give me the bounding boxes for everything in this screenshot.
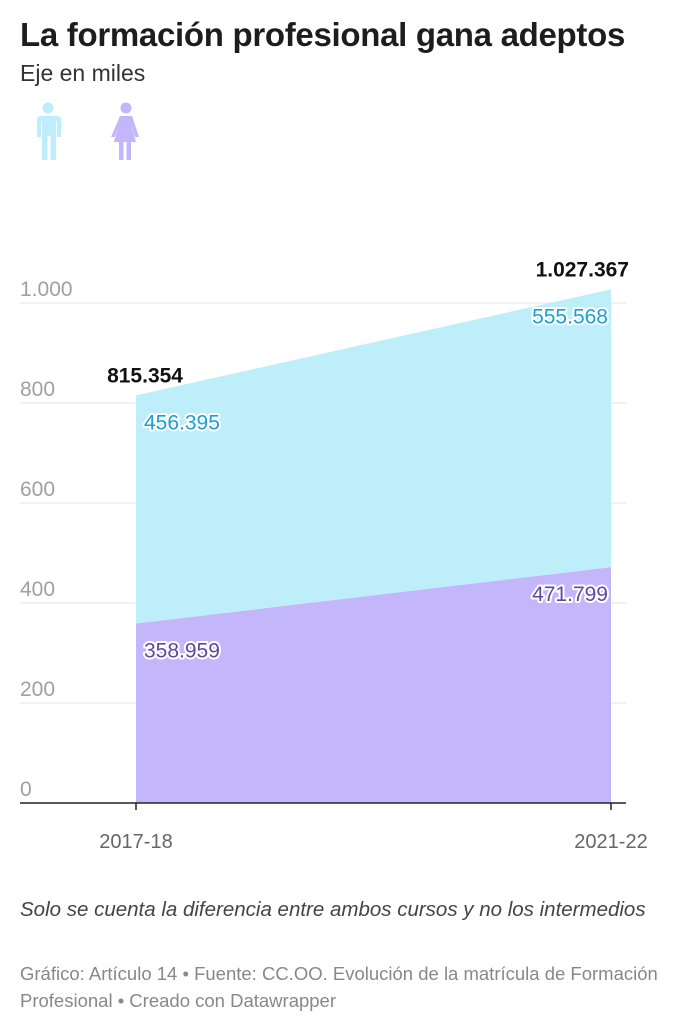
total-label: 815.354 [107,364,183,387]
data-labels: 358.959 471.799 456.395 555.568 815.354 1.027… [107,258,629,664]
value-label-men: 456.395 [144,411,220,434]
y-tick-label: 200 [20,678,55,701]
x-tick-label: 2017-18 [99,831,172,853]
chart-title: La formación profesional gana adeptos [20,16,626,53]
axis-layer: 2017-18 2021-22 [20,802,648,853]
chart-subtitle: Eje en miles [20,60,146,86]
chart-source: Gráfico: Artículo 14 • Fuente: CC.OO. Ev… [20,963,658,1011]
y-tick-label: 0 [20,778,32,801]
chart-note: Solo se cuenta la diferencia entre ambos… [20,898,646,921]
y-tick-label: 1.000 [20,278,73,301]
woman-icon [111,102,139,160]
area-layer [136,289,611,803]
x-tick-label: 2021-22 [574,831,647,853]
y-tick-label: 600 [20,478,55,501]
y-tick-label: 400 [20,578,55,601]
man-icon [37,102,61,160]
value-label-men: 555.568 [532,305,608,328]
total-label: 1.027.367 [536,258,629,281]
area-women [136,567,611,803]
area-men [136,289,611,624]
value-label-women: 358.959 [144,640,220,663]
stacked-area-chart: 0 200 400 600 800 1.000 2017-18 2021-22 358.95… [20,258,648,853]
y-tick-label: 800 [20,378,55,401]
value-label-women: 471.799 [532,583,608,606]
